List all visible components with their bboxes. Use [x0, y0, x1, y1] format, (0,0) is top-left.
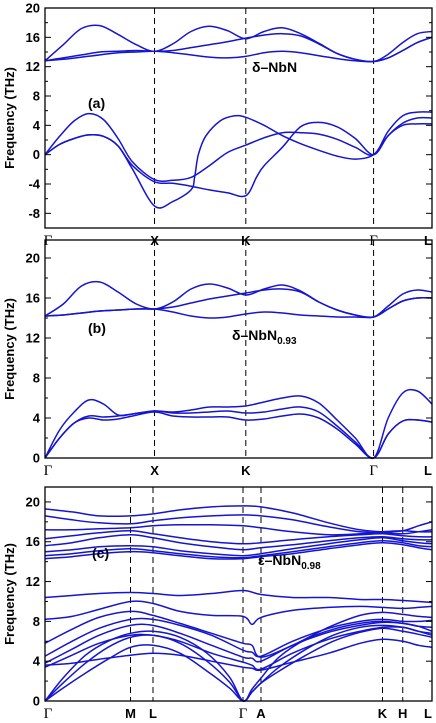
y-tick-label: 0	[33, 451, 40, 466]
material-subscript: 0.93	[277, 336, 297, 347]
phonon-band-7	[44, 539, 433, 559]
kpoint-label: M	[125, 706, 136, 721]
phonon-band-3	[44, 36, 433, 63]
material-label: ε–NbN0.98	[258, 552, 321, 572]
y-axis-label: Frequency (THz)	[2, 543, 17, 645]
kpoint-label: L	[424, 463, 432, 478]
phonon-band-3	[44, 523, 433, 536]
material-label: δ–NbN0.93	[232, 327, 297, 347]
y-tick-label: 0	[33, 694, 40, 709]
y-tick-label: 8	[33, 89, 40, 104]
plot-frame	[44, 7, 433, 229]
phonon-band-2	[44, 514, 433, 535]
y-tick-label: 8	[33, 614, 40, 629]
phonon-band-6	[44, 537, 433, 557]
y-tick-label: 4	[33, 118, 41, 133]
phonon-band-9	[44, 589, 433, 604]
kpoint-label: K	[378, 706, 388, 721]
kpoint-label: L	[424, 706, 432, 721]
panel-label: (c)	[92, 545, 109, 561]
kpoint-label: L	[149, 706, 157, 721]
kpoint-label: Γ	[239, 706, 248, 722]
phonon-band-11	[44, 610, 433, 658]
y-tick-label: 8	[33, 371, 40, 386]
kpoint-label: A	[256, 706, 266, 721]
y-tick-label: 4	[33, 654, 41, 669]
kpoint-label: K	[241, 463, 251, 478]
plot-frame	[44, 239, 433, 459]
material-subscript: 0.98	[301, 561, 321, 572]
y-tick-label: 4	[33, 411, 41, 426]
phonon-band-6	[44, 411, 433, 459]
y-tick-label: 12	[26, 59, 40, 74]
phonon-band-8	[44, 541, 433, 560]
kpoint-label: Γ	[44, 706, 53, 722]
y-tick-label: 16	[26, 534, 40, 549]
phonon-band-10	[44, 600, 433, 626]
kpoint-label: H	[398, 706, 407, 721]
phonon-band-17	[44, 627, 433, 702]
plot-frame	[44, 486, 433, 702]
y-tick-label: 20	[26, 494, 40, 509]
y-tick-label: 20	[26, 1, 40, 16]
y-tick-label: 16	[26, 291, 40, 306]
phonon-band-6	[44, 121, 433, 198]
y-tick-label: -4	[28, 177, 40, 192]
y-tick-label: 20	[26, 251, 40, 266]
kpoint-label: X	[150, 463, 159, 478]
phonon-band-18	[44, 638, 433, 672]
panel-label: (b)	[88, 320, 106, 336]
y-tick-label: 12	[26, 331, 40, 346]
panel-2: 0 4 8 12 16 20 Γ X K Γ L Frequency (THz) (b) δ–NbN0.9…	[2, 239, 433, 479]
phonon-band-12	[44, 617, 433, 658]
phonon-band-5	[44, 534, 433, 551]
y-axis-label: Frequency (THz)	[2, 298, 17, 400]
phonon-band-14	[44, 626, 433, 671]
phonon-band-4	[44, 530, 433, 545]
y-tick-label: 12	[26, 574, 40, 589]
kpoint-label: Γ	[369, 463, 378, 479]
y-tick-label: 16	[26, 30, 40, 45]
y-tick-label: 0	[33, 147, 40, 162]
panel-label: (a)	[88, 95, 105, 111]
kpoint-label: Γ	[44, 233, 53, 249]
phonon-band-16	[44, 624, 433, 702]
y-tick-label: -8	[28, 206, 40, 221]
kpoint-label: Γ	[44, 463, 53, 479]
material-label: δ–NbN	[252, 59, 297, 75]
phonon-band-3	[44, 297, 433, 319]
y-axis-label: Frequency (THz)	[2, 67, 17, 169]
